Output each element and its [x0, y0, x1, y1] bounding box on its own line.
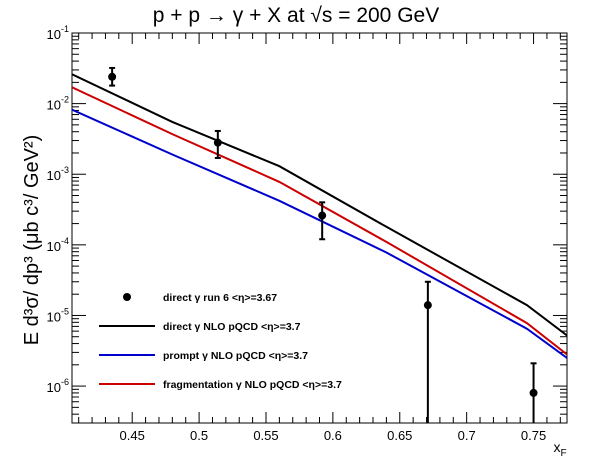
data-point: [108, 72, 117, 81]
legend-entry-label: direct γ run 6 <η>=3.67: [163, 292, 277, 304]
x-tick-label: 0.6: [324, 428, 342, 443]
legend: direct γ run 6 <η>=3.67 direct γ NLO pQCD…: [99, 292, 342, 391]
x-tick-label: 0.5: [190, 428, 208, 443]
y-axis-label: E d³σ/ dp³ (μb c³/ GeV²): [21, 135, 43, 346]
y-tick-label: 10-3: [47, 165, 69, 183]
y-tick-label: 10-6: [47, 377, 69, 395]
series-line-2: [72, 86, 567, 356]
y-axis: 10-1 10-2 10-3 10-4 10-5 10-6: [47, 24, 567, 424]
series-line-1: [72, 108, 567, 359]
y-tick-label: 10-4: [47, 236, 69, 254]
data-point: [423, 301, 432, 310]
y-tick-label: 10-2: [47, 95, 69, 113]
x-tick-label: 0.75: [521, 428, 546, 443]
legend-entry-label: direct γ NLO pQCD <η>=3.7: [163, 321, 301, 333]
legend-entry-label: prompt γ NLO pQCD <η>=3.7: [163, 350, 308, 362]
series-lines: [72, 73, 567, 359]
plot-frame: [71, 32, 568, 424]
chart-title: p + p → γ + X at √s = 200 GeV: [153, 4, 439, 27]
data-point: [213, 138, 222, 147]
x-tick-label: 0.65: [387, 428, 412, 443]
y-tick-label: 10-1: [47, 24, 69, 42]
legend-entry-label: fragmentation γ NLO pQCD <η>=3.7: [163, 379, 342, 391]
legend-marker-point: [123, 293, 131, 301]
data-point: [529, 388, 538, 397]
x-axis: 0.45 0.5 0.55 0.6 0.65 0.7 0.75: [78, 33, 561, 443]
data-points: [108, 66, 538, 423]
data-point: [318, 211, 327, 220]
x-tick-label: 0.55: [253, 428, 278, 443]
x-tick-label: 0.7: [458, 428, 476, 443]
x-tick-label: 0.45: [120, 428, 145, 443]
y-tick-label: 10-5: [47, 306, 69, 324]
x-axis-label: xF: [553, 439, 566, 459]
series-line-0: [72, 73, 567, 337]
